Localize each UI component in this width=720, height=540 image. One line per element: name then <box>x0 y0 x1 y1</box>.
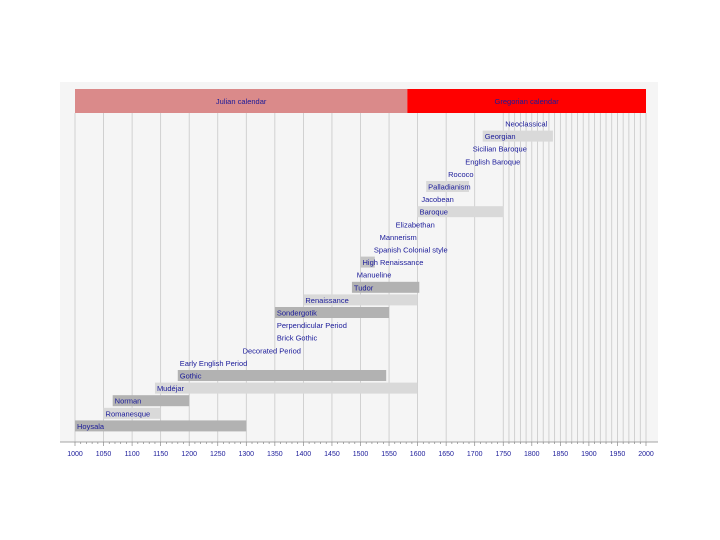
style-bar-20 <box>177 370 387 381</box>
tick-label-1850: 1850 <box>553 451 569 458</box>
style-bars <box>75 130 553 432</box>
style-label-21: Mudéjar <box>157 384 185 393</box>
tick-label-1600: 1600 <box>410 451 426 458</box>
style-label-23: Romanesque <box>106 409 151 418</box>
tick-label-1150: 1150 <box>153 451 168 458</box>
style-label-22: Norman <box>115 397 142 406</box>
style-bar-24 <box>75 420 247 432</box>
style-label-10: Spanish Colonial style <box>374 246 448 255</box>
tick-label-2000: 2000 <box>638 451 654 458</box>
tick-label-1750: 1750 <box>495 451 511 458</box>
tick-label-1200: 1200 <box>181 451 197 458</box>
style-bar-7 <box>417 206 504 218</box>
tick-label-1500: 1500 <box>353 451 369 458</box>
calendar-label-1: Gregorian calendar <box>495 97 560 106</box>
tick-label-1050: 1050 <box>96 451 112 458</box>
tick-label-1950: 1950 <box>610 451 626 458</box>
style-label-1: Georgian <box>485 132 516 141</box>
style-label-4: Rococo <box>448 170 473 179</box>
style-labels: Neoclassical Georgian Sicilian Baroque Engl… <box>77 120 548 431</box>
style-bar-21 <box>154 382 418 394</box>
style-label-11: High Renaissance <box>363 258 424 267</box>
calendar-segment-1 <box>407 89 646 113</box>
tick-label-1400: 1400 <box>296 451 312 458</box>
calendar-segment-0 <box>75 89 408 113</box>
x-axis: 1000 1050 1100 1150 1200 1250 1300 1350 1400 1450… <box>60 441 658 458</box>
style-label-16: Perpendicular Period <box>277 321 347 330</box>
tick-label-1300: 1300 <box>239 451 255 458</box>
style-label-13: Tudor <box>354 283 374 292</box>
tick-label-1450: 1450 <box>324 451 340 458</box>
style-label-20: Gothic <box>180 372 202 381</box>
style-bar-13 <box>351 281 420 293</box>
style-label-19: Early English Period <box>180 359 248 368</box>
style-label-24: Hoysala <box>77 422 105 431</box>
style-label-12: Manueline <box>357 271 392 280</box>
style-label-9: Mannerism <box>380 233 417 242</box>
tick-label-1350: 1350 <box>267 451 283 458</box>
style-bar-22 <box>112 395 190 407</box>
style-label-15: Sondergotik <box>277 309 317 318</box>
tick-label-1100: 1100 <box>125 451 140 458</box>
tick-label-1650: 1650 <box>438 451 454 458</box>
tick-label-1000: 1000 <box>67 451 83 458</box>
style-label-7: Baroque <box>420 208 448 217</box>
tick-label-1800: 1800 <box>524 451 540 458</box>
calendar-band: Julian calendar Gregorian calendar <box>75 89 646 113</box>
style-label-2: Sicilian Baroque <box>473 145 527 154</box>
style-bar-14 <box>303 294 418 306</box>
tick-label-1250: 1250 <box>210 451 226 458</box>
style-bar-23 <box>103 407 161 419</box>
style-label-6: Jacobean <box>421 195 454 204</box>
tick-label-1700: 1700 <box>467 451 483 458</box>
tick-label-1900: 1900 <box>581 451 597 458</box>
style-label-8: Elizabethan <box>396 220 435 229</box>
style-bar-5 <box>426 181 469 192</box>
style-label-14: Renaissance <box>305 296 348 305</box>
style-bar-11 <box>360 256 375 268</box>
style-label-18: Decorated Period <box>243 346 301 355</box>
style-label-17: Brick Gothic <box>277 334 318 343</box>
style-label-5: Palladianism <box>428 183 471 192</box>
style-label-0: Neoclassical <box>505 120 547 129</box>
calendar-label-0: Julian calendar <box>216 97 267 106</box>
tick-label-1550: 1550 <box>381 451 397 458</box>
style-label-3: English Baroque <box>465 157 520 166</box>
plot-background <box>60 82 658 442</box>
style-bar-15 <box>274 307 390 318</box>
style-bar-1 <box>482 130 553 142</box>
